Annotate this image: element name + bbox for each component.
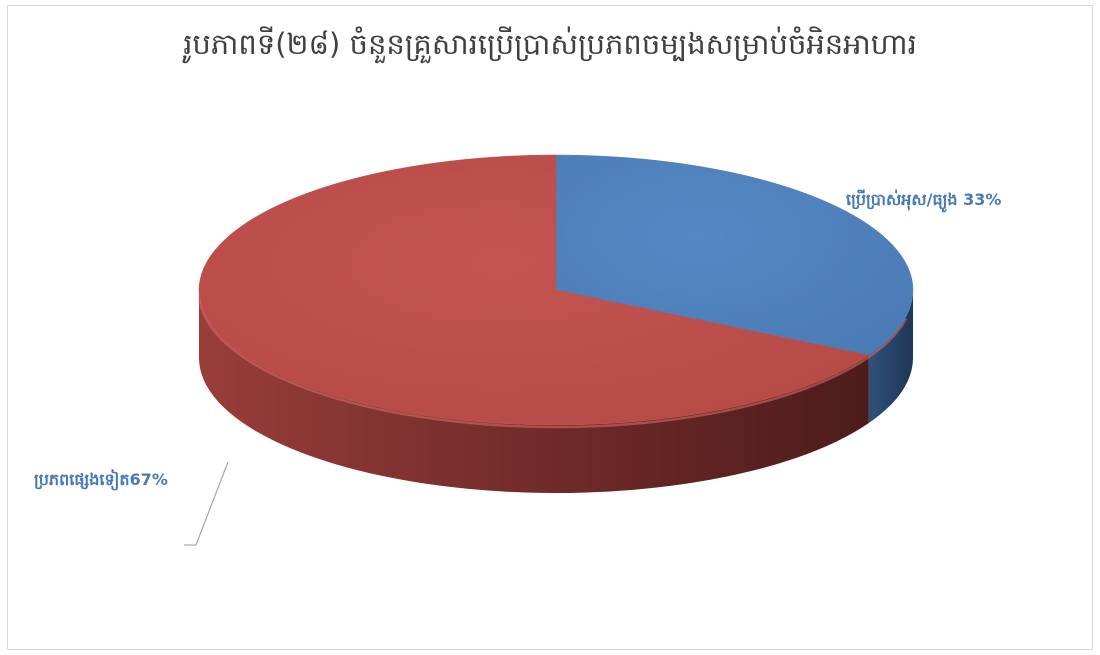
pie-slice-1 (198, 154, 870, 426)
data-label-other-sources: ប្រភពផ្សេងទៀត67% (34, 469, 168, 491)
chart-title: រូបភាពទី(២៨) ចំនួនគ្រួសារប្រើប្រាស់ប្រភព… (183, 27, 917, 61)
pie-side-0 (868, 290, 913, 424)
data-label-fuelwood: ប្រើប្រាស់អុស/ធ្យូង 33% (846, 189, 1001, 213)
pie-side-1 (199, 290, 869, 493)
leader-line (195, 461, 229, 546)
pie-rim-highlight (198, 298, 907, 429)
